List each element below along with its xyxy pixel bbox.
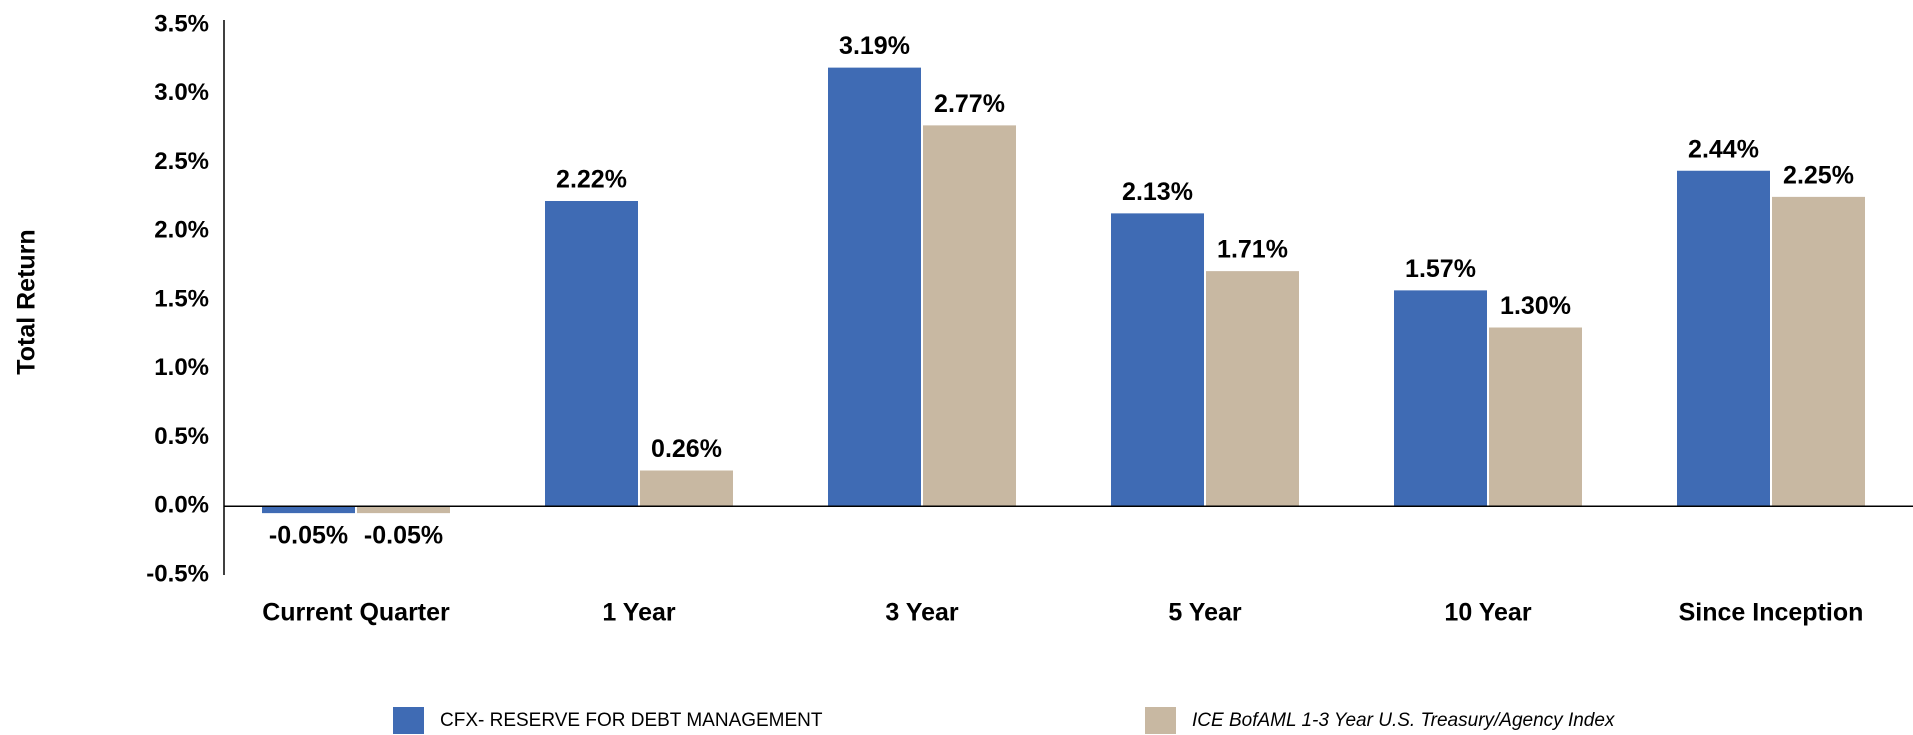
value-label: -0.05% — [364, 522, 443, 550]
y-tick-label: 1.0% — [154, 354, 209, 381]
x-tick-label: 10 Year — [1444, 599, 1531, 627]
x-tick-label: Since Inception — [1679, 599, 1864, 627]
bar — [1111, 213, 1204, 507]
y-axis-title: Total Return — [13, 229, 41, 374]
x-tick-label: Current Quarter — [262, 599, 450, 627]
y-tick-label: 2.0% — [154, 217, 209, 244]
value-label: 2.22% — [556, 166, 627, 194]
bar — [545, 201, 638, 507]
y-tick-label: 3.0% — [154, 79, 209, 106]
bar — [1677, 170, 1770, 507]
value-label: 1.71% — [1217, 236, 1288, 264]
legend-label: ICE BofAML 1-3 Year U.S. Treasury/Agency… — [1192, 710, 1616, 731]
value-label: 2.77% — [934, 90, 1005, 118]
bar — [1772, 196, 1865, 507]
bar — [640, 470, 733, 507]
legend-swatch — [393, 707, 424, 734]
bar — [1394, 290, 1487, 507]
legend-swatch — [1145, 707, 1176, 734]
bar — [923, 125, 1016, 507]
bar — [1206, 271, 1299, 507]
x-tick-label: 1 Year — [602, 599, 676, 627]
y-tick-label: 1.5% — [154, 285, 209, 312]
y-tick-label: 2.5% — [154, 148, 209, 175]
y-tick-label: 0.5% — [154, 423, 209, 450]
x-tick-label: 5 Year — [1168, 599, 1242, 627]
y-tick-label: 3.5% — [154, 10, 209, 37]
y-tick-label: -0.5% — [146, 560, 209, 587]
y-tick-label: 0.0% — [154, 492, 209, 519]
bar — [357, 506, 450, 514]
legend-label: CFX- RESERVE FOR DEBT MANAGEMENT — [440, 710, 823, 731]
value-label: 2.44% — [1688, 135, 1759, 163]
value-label: 1.30% — [1500, 292, 1571, 320]
bar — [828, 67, 921, 507]
bar — [262, 506, 355, 514]
value-label: 2.13% — [1122, 178, 1193, 206]
value-label: -0.05% — [269, 522, 348, 550]
bar — [1489, 327, 1582, 507]
value-label: 3.19% — [839, 32, 910, 60]
value-label: 2.25% — [1783, 161, 1854, 189]
x-tick-label: 3 Year — [885, 599, 959, 627]
value-label: 1.57% — [1405, 255, 1476, 283]
value-label: 0.26% — [651, 435, 722, 463]
